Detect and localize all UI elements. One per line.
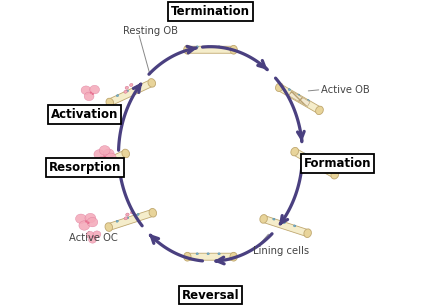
Ellipse shape: [218, 253, 220, 255]
Ellipse shape: [184, 45, 191, 54]
Circle shape: [85, 220, 88, 223]
Ellipse shape: [275, 83, 283, 91]
FancyBboxPatch shape: [289, 91, 310, 106]
Ellipse shape: [218, 46, 220, 48]
FancyBboxPatch shape: [186, 253, 235, 260]
Circle shape: [95, 237, 96, 239]
Text: Resting OB: Resting OB: [123, 26, 178, 36]
Ellipse shape: [85, 213, 96, 223]
Ellipse shape: [94, 150, 105, 159]
Ellipse shape: [288, 89, 290, 91]
FancyBboxPatch shape: [277, 84, 322, 114]
Ellipse shape: [110, 156, 112, 158]
Ellipse shape: [316, 106, 323, 115]
Ellipse shape: [313, 158, 315, 160]
Ellipse shape: [230, 252, 237, 261]
FancyBboxPatch shape: [261, 215, 310, 237]
FancyBboxPatch shape: [81, 150, 128, 176]
Ellipse shape: [90, 165, 93, 167]
Text: Formation: Formation: [304, 157, 371, 170]
Ellipse shape: [304, 229, 312, 237]
Text: Termination: Termination: [171, 5, 250, 18]
Ellipse shape: [122, 149, 130, 158]
Ellipse shape: [283, 221, 285, 224]
Ellipse shape: [137, 213, 139, 216]
FancyBboxPatch shape: [107, 209, 155, 231]
Ellipse shape: [100, 160, 102, 163]
Ellipse shape: [293, 225, 296, 227]
Circle shape: [106, 157, 108, 160]
Circle shape: [87, 221, 90, 224]
Ellipse shape: [291, 148, 298, 156]
Ellipse shape: [79, 221, 90, 230]
Ellipse shape: [307, 99, 309, 102]
Ellipse shape: [131, 211, 134, 214]
Circle shape: [92, 93, 94, 95]
Ellipse shape: [124, 217, 128, 220]
Ellipse shape: [136, 85, 139, 87]
Ellipse shape: [126, 217, 129, 219]
Text: Resorption: Resorption: [48, 161, 121, 174]
Ellipse shape: [75, 214, 86, 224]
Ellipse shape: [105, 153, 116, 162]
Ellipse shape: [126, 90, 128, 92]
Circle shape: [90, 91, 92, 94]
Ellipse shape: [322, 164, 325, 166]
FancyBboxPatch shape: [292, 148, 338, 178]
Ellipse shape: [196, 253, 198, 255]
Ellipse shape: [88, 236, 96, 243]
Text: Active OC: Active OC: [69, 233, 118, 243]
Ellipse shape: [116, 95, 119, 97]
Text: Activation: Activation: [51, 107, 118, 121]
Ellipse shape: [104, 154, 107, 157]
Ellipse shape: [304, 153, 306, 155]
Ellipse shape: [97, 156, 108, 166]
Text: Active OB: Active OB: [321, 85, 370, 95]
Text: Reversal: Reversal: [182, 289, 239, 302]
Circle shape: [104, 156, 106, 158]
Ellipse shape: [98, 161, 101, 164]
Text: Lining cells: Lining cells: [253, 245, 309, 256]
Ellipse shape: [105, 223, 112, 231]
Ellipse shape: [148, 79, 156, 87]
Ellipse shape: [260, 215, 267, 223]
Ellipse shape: [331, 171, 338, 179]
Ellipse shape: [149, 209, 157, 217]
Ellipse shape: [298, 94, 300, 96]
Ellipse shape: [81, 86, 91, 95]
Ellipse shape: [196, 46, 198, 48]
Ellipse shape: [90, 85, 99, 94]
Ellipse shape: [80, 169, 88, 177]
Ellipse shape: [93, 231, 101, 238]
Ellipse shape: [125, 86, 128, 89]
Circle shape: [93, 236, 95, 238]
Ellipse shape: [207, 46, 209, 48]
Ellipse shape: [99, 157, 102, 160]
FancyBboxPatch shape: [186, 46, 235, 53]
Ellipse shape: [99, 146, 110, 155]
Ellipse shape: [230, 45, 237, 54]
Ellipse shape: [130, 83, 133, 87]
Ellipse shape: [106, 98, 114, 107]
Ellipse shape: [207, 253, 209, 255]
Ellipse shape: [87, 217, 98, 227]
Ellipse shape: [116, 220, 118, 222]
Ellipse shape: [104, 149, 114, 158]
Ellipse shape: [184, 252, 191, 261]
Ellipse shape: [84, 92, 94, 101]
Ellipse shape: [86, 231, 94, 238]
Ellipse shape: [126, 213, 129, 216]
FancyBboxPatch shape: [107, 79, 155, 106]
Ellipse shape: [124, 90, 127, 93]
Ellipse shape: [273, 218, 275, 220]
